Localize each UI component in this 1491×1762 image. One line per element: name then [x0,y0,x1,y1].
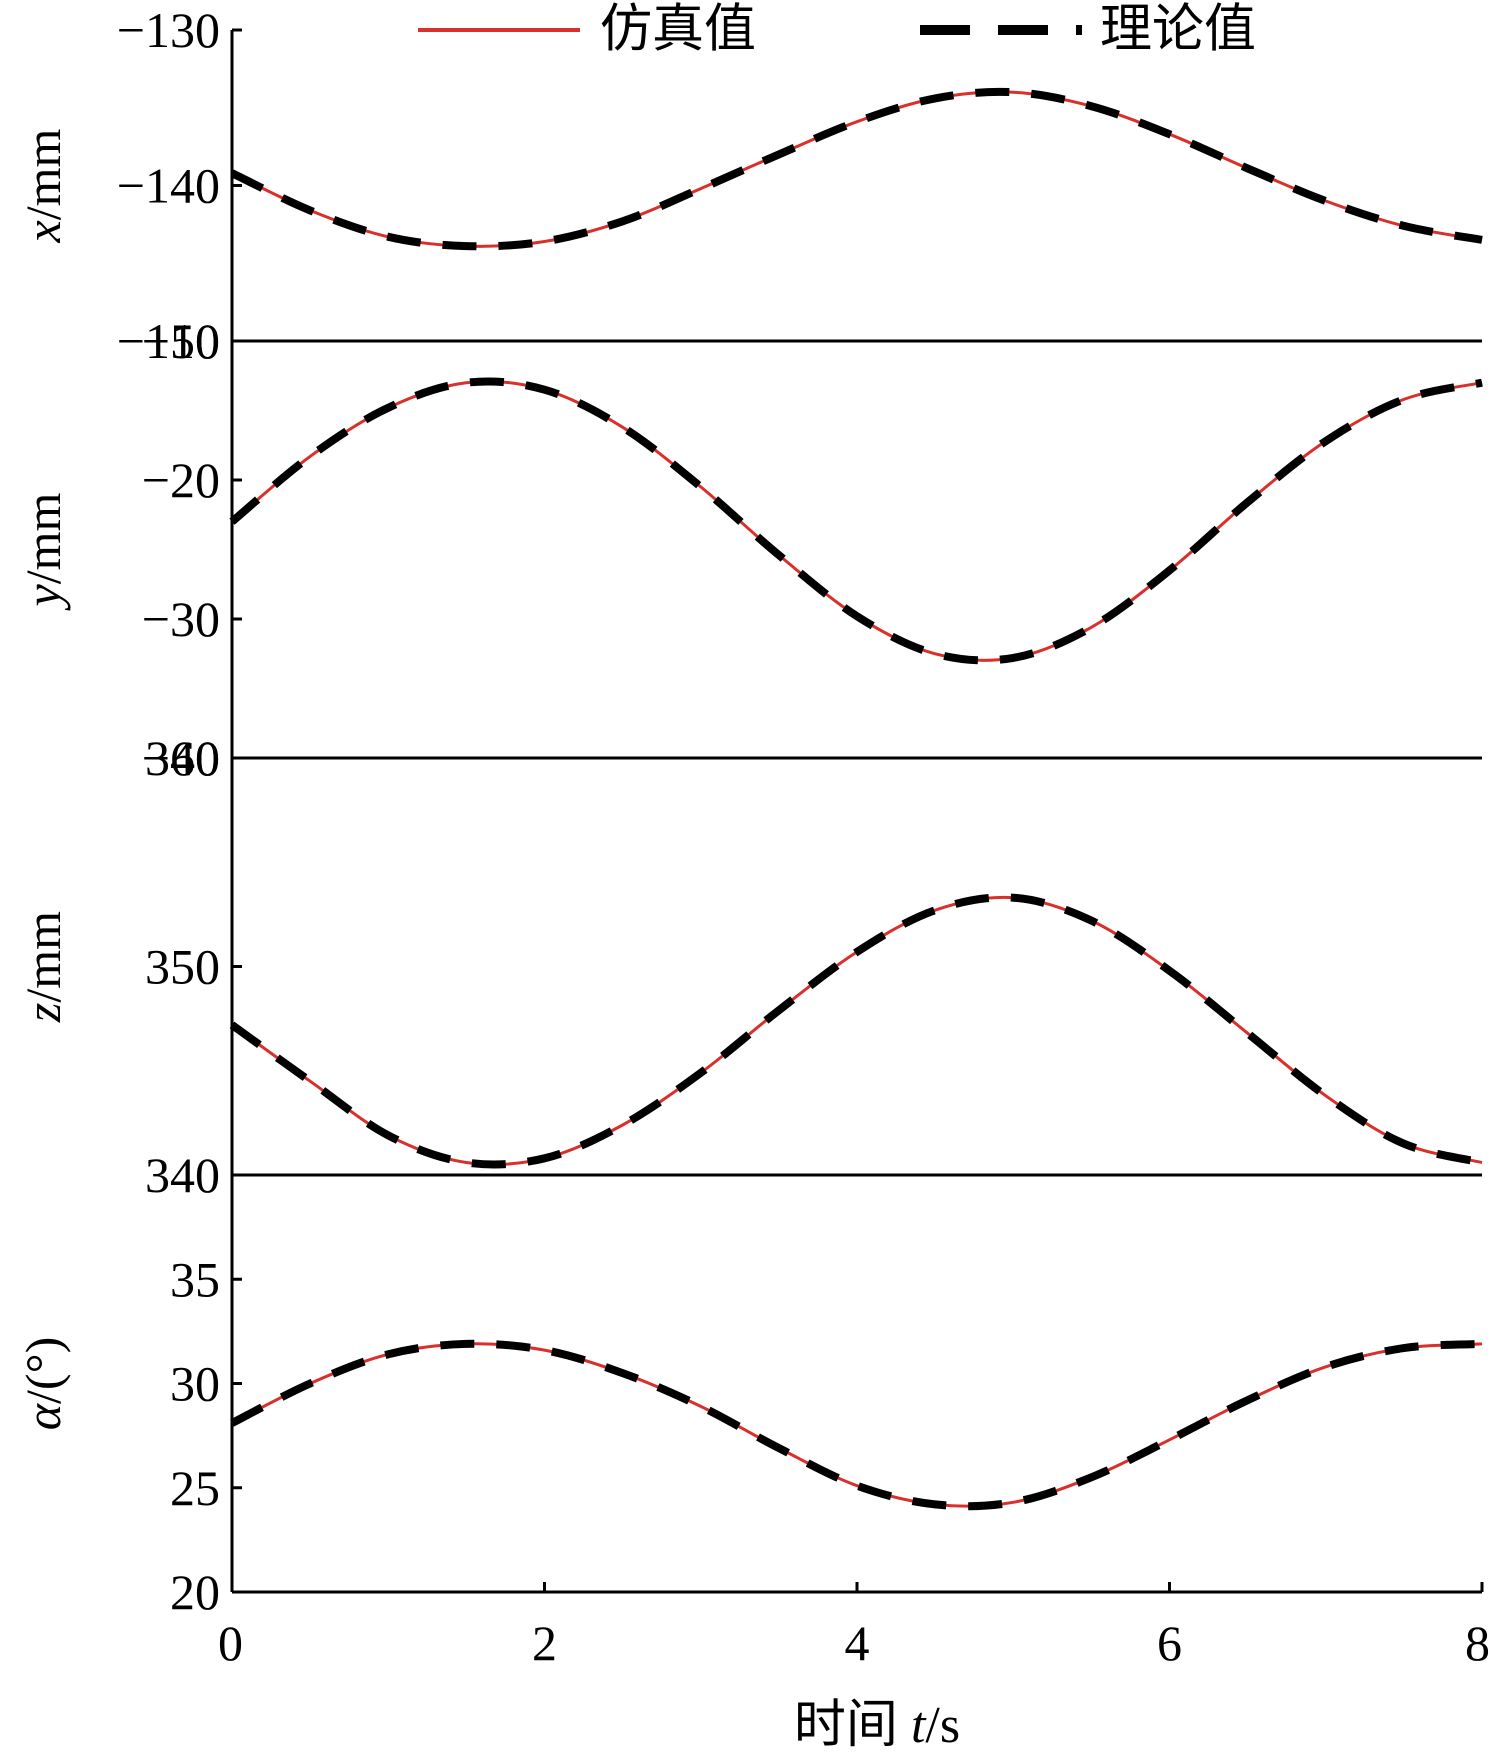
label-part: α [15,1402,71,1430]
y-tick-label: 35 [170,1251,220,1307]
y-tick-label: −10 [142,313,220,369]
series-line-theoretical [230,1339,1483,1511]
y-tick-label: 25 [170,1460,220,1516]
label-part: /(°) [15,1337,71,1404]
label-part: x [15,220,71,243]
label-part: /mm [15,128,71,220]
legend-label-simulated: 仿真值 [600,2,756,59]
y-tick-label: 350 [145,939,220,995]
x-tick-label: 6 [1157,1615,1182,1671]
y-tick-label: 20 [170,1564,220,1620]
y-axis-label: z/mm [15,911,71,1023]
x-tick-label: 4 [845,1615,870,1671]
legend: 仿真值 理论值 [418,2,1256,59]
y-tick-label: −20 [142,452,220,508]
x-tick-label: 2 [532,1615,557,1671]
label-part: t [911,1697,927,1754]
y-axis-label: x/mm [15,128,71,243]
series-line-simulated [231,895,1483,1166]
y-tick-label: 360 [145,730,220,786]
label-part: 时间 [794,1697,911,1754]
label-part: /s [925,1697,960,1754]
series-line-theoretical [229,893,1483,1169]
y-tick-label: −30 [142,591,220,647]
y-tick-label: 30 [170,1356,220,1412]
y-axis-label: α/(°) [15,1337,71,1430]
label-part: y [15,583,71,611]
x-tick-label: 8 [1465,1615,1490,1671]
series-line-theoretical [229,377,1483,665]
x-axis-label: 时间 t/s [794,1697,960,1754]
y-tick-label: −40 [142,730,220,786]
label-part: /mm [15,911,71,1003]
label-part: z [15,1003,71,1023]
y-tick-label: −140 [117,158,220,214]
label-part: /mm [15,492,71,584]
series-line-theoretical [230,87,1483,251]
series-line-simulated [231,1342,1483,1508]
series-line-simulated [231,90,1483,248]
y-tick-label: 340 [145,1147,220,1203]
y-tick-label: −130 [117,2,220,58]
y-axis-label: y/mm [15,492,71,611]
x-tick-label: 0 [218,1615,243,1671]
legend-label-theoretical: 理论值 [1100,2,1256,59]
y-tick-label: −150 [117,313,220,369]
